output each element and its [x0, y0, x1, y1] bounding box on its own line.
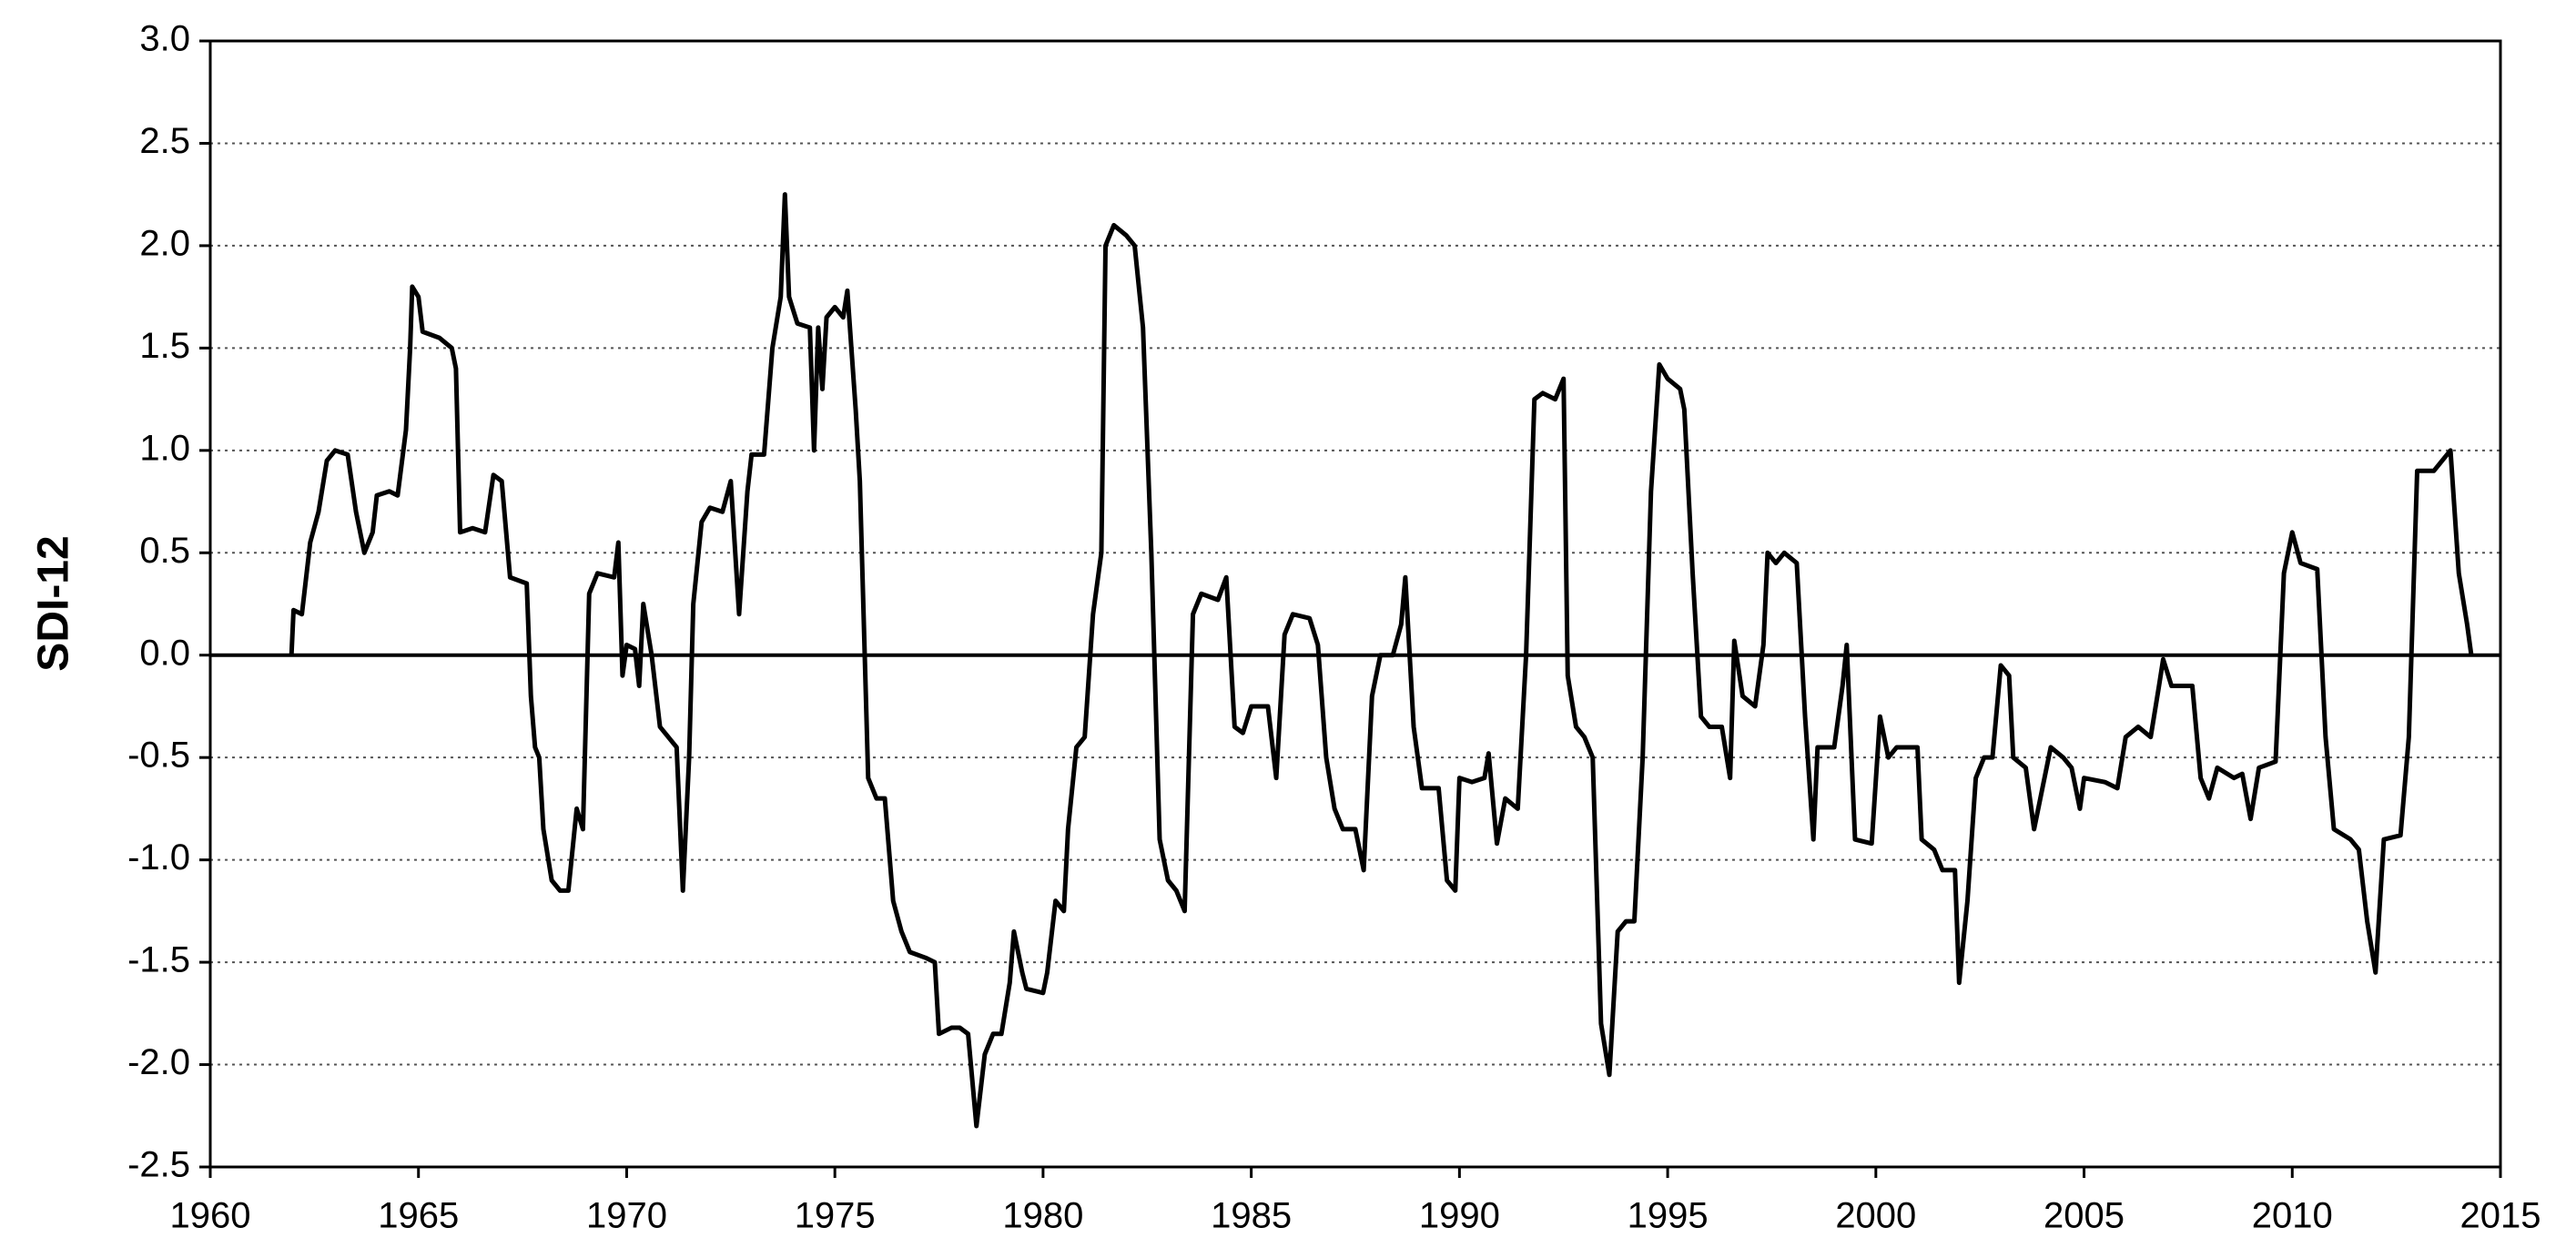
y-tick-label: 2.0: [139, 223, 190, 263]
x-tick-label: 1970: [586, 1196, 667, 1236]
x-tick-label: 1990: [1419, 1196, 1500, 1236]
y-tick-label: -1.0: [127, 837, 190, 878]
data-line: [289, 192, 2474, 1129]
x-tick-label: 2015: [2460, 1196, 2541, 1236]
x-tick-label: 1960: [170, 1196, 251, 1236]
plot-frame: [208, 39, 2502, 1169]
y-tick-label: -1.5: [127, 940, 190, 980]
y-tick-label: -2.5: [127, 1145, 190, 1185]
x-tick-label: 1980: [1002, 1196, 1083, 1236]
x-tick-label: 2000: [1835, 1196, 1916, 1236]
y-axis-label: SDI-12: [30, 535, 78, 671]
y-tick-label: 3.0: [139, 19, 190, 59]
x-tick-label: 2005: [2044, 1196, 2125, 1236]
x-tick-label: 1975: [795, 1196, 876, 1236]
x-tick-label: 1985: [1211, 1196, 1292, 1236]
y-tick-label: 2.5: [139, 121, 190, 161]
y-tick-label: 0.5: [139, 531, 190, 571]
y-tick-label: -2.0: [127, 1042, 190, 1082]
y-tick-label: 1.0: [139, 428, 190, 468]
y-tick-label: -0.5: [127, 736, 190, 776]
y-tick-label: 0.0: [139, 633, 190, 673]
x-tick-label: 1965: [378, 1196, 459, 1236]
x-tick-label: 2010: [2252, 1196, 2333, 1236]
x-tick-label: 1995: [1628, 1196, 1709, 1236]
y-tick-label: 1.5: [139, 326, 190, 366]
